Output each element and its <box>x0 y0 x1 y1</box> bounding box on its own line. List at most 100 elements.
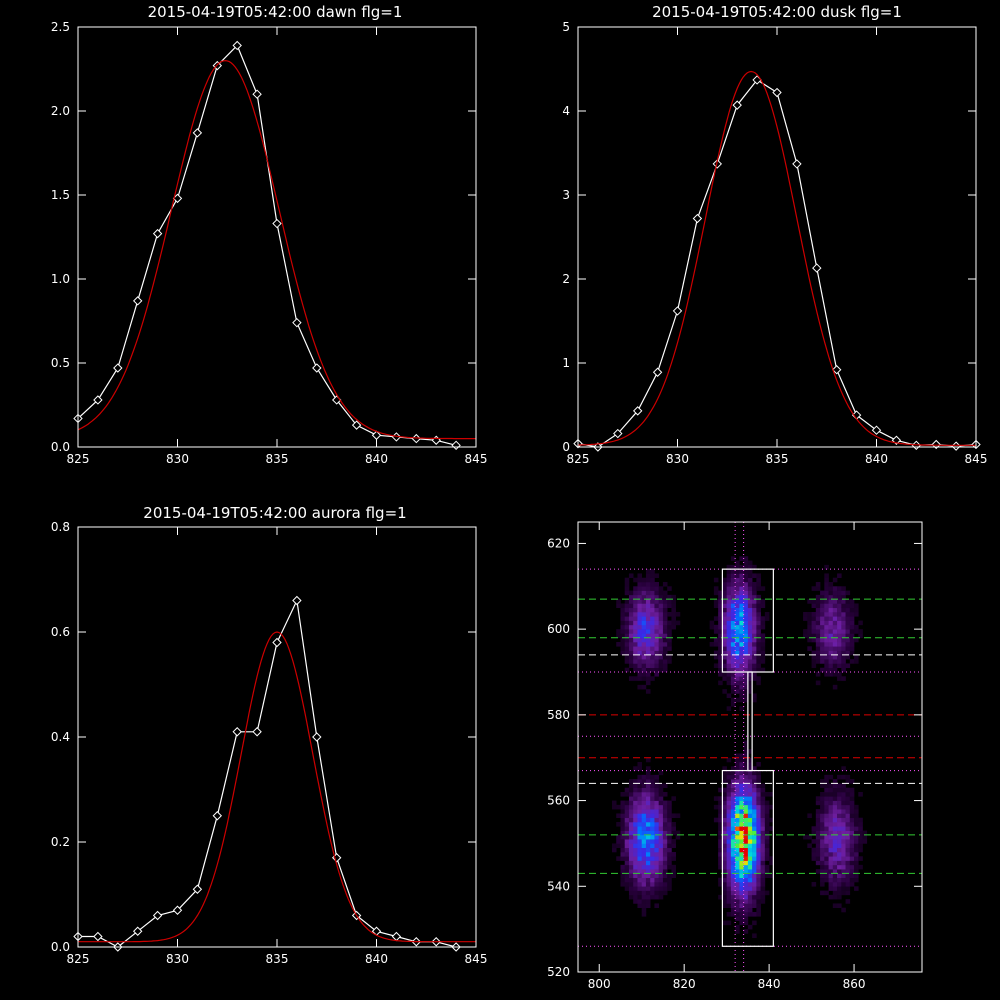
heatmap-cell <box>735 804 740 810</box>
data-point <box>312 732 322 742</box>
heatmap-cell <box>841 856 846 861</box>
heatmap-cell <box>760 817 766 823</box>
heatmap-cell <box>739 753 744 759</box>
heatmap-cell <box>650 650 655 656</box>
heatmap-cell <box>662 654 668 660</box>
heatmap-cell <box>849 612 855 617</box>
heatmap-cell <box>820 830 825 836</box>
heatmap-cell <box>730 582 736 587</box>
heatmap-cell <box>837 573 842 579</box>
heatmap-cell <box>828 637 834 643</box>
heatmap-cell <box>645 680 651 686</box>
heatmap-cell <box>824 667 829 673</box>
heatmap-cell <box>752 890 757 896</box>
heatmap-cell <box>722 869 727 874</box>
heatmap-cell <box>815 796 821 801</box>
heatmap-cell <box>760 864 766 870</box>
heatmap-cell <box>722 882 727 887</box>
y-tick-label: 2.5 <box>51 20 70 34</box>
heatmap-cell <box>645 886 651 891</box>
heatmap-cell <box>645 607 651 613</box>
heatmap-cell <box>645 642 651 647</box>
heatmap-cell <box>718 860 723 866</box>
heatmap-cell <box>637 582 643 587</box>
heatmap-cell <box>650 667 655 673</box>
heatmap-cell <box>667 813 672 819</box>
heatmap-cell <box>722 813 727 819</box>
heatmap-cell <box>637 792 643 797</box>
heatmap-cell <box>671 612 676 617</box>
heatmap-cell <box>624 633 630 639</box>
heatmap-cell <box>752 852 757 857</box>
heatmap-cell <box>743 774 749 780</box>
heatmap-cell <box>862 834 868 840</box>
heatmap-cell <box>756 654 761 660</box>
data-point <box>951 441 961 451</box>
heatmap-cell <box>726 676 732 681</box>
panel-aurora: 2015-04-19T05:42:00 aurora flg=1 825 830 8… <box>51 504 488 966</box>
heatmap-cell <box>752 899 757 904</box>
heatmap-cell <box>658 800 664 806</box>
heatmap-cell <box>747 804 753 810</box>
heatmap-cell <box>743 864 749 870</box>
heatmap-cell <box>841 864 846 870</box>
heatmap-cell <box>837 646 842 651</box>
heatmap-cell <box>854 826 859 831</box>
heatmap-cell <box>824 822 829 827</box>
heatmap-cell <box>650 860 655 866</box>
heatmap-cell <box>628 890 634 896</box>
heatmap-cell <box>671 620 676 626</box>
heatmap-cell <box>671 616 676 621</box>
heatmap-cell <box>735 903 740 909</box>
heatmap-cell <box>654 817 659 823</box>
heatmap-cell <box>739 607 744 613</box>
heatmap-cell <box>641 646 647 651</box>
heatmap-cell <box>633 899 638 904</box>
heatmap-cell <box>815 616 821 621</box>
heatmap-cell <box>832 620 838 626</box>
heatmap-cell <box>837 629 842 634</box>
heatmap-cell <box>726 817 732 823</box>
heatmap-cell <box>837 774 842 780</box>
heatmap-cell <box>854 864 859 870</box>
heatmap-cell <box>713 586 719 591</box>
heatmap-cell <box>633 882 638 887</box>
heatmap-cell <box>743 766 749 771</box>
heatmap-cell <box>764 843 770 849</box>
heatmap-cell <box>832 796 838 801</box>
heatmap-cell <box>726 650 732 656</box>
heatmap-cell <box>747 852 753 857</box>
heatmap-cell <box>739 912 744 917</box>
heatmap-cell <box>637 624 643 630</box>
heatmap-cell <box>735 924 740 930</box>
heatmap-cell <box>849 646 855 651</box>
heatmap-cell <box>650 642 655 647</box>
heatmap-cell <box>633 654 638 660</box>
heatmap-cell <box>841 796 846 801</box>
heatmap-cell <box>658 873 664 879</box>
heatmap-cell <box>747 612 753 617</box>
heatmap-cell <box>820 646 825 651</box>
heatmap-cell <box>722 659 727 664</box>
heatmap-cell <box>837 599 842 604</box>
heatmap-cell <box>641 817 647 823</box>
heatmap-cell <box>837 659 842 664</box>
data-point <box>93 395 103 405</box>
heatmap-cell <box>667 826 672 831</box>
heatmap-cell <box>811 659 817 664</box>
heatmap-cell <box>641 783 647 789</box>
heatmap-cell <box>637 903 643 909</box>
heatmap-cell <box>832 586 838 591</box>
heatmap-cell <box>628 642 634 647</box>
heatmap-cell <box>743 890 749 896</box>
heatmap-cell <box>667 877 672 883</box>
heatmap-cell <box>858 856 863 861</box>
heatmap-cell <box>637 612 643 617</box>
heatmap-cell <box>730 899 736 904</box>
heatmap-cell <box>654 856 659 861</box>
heatmap-cell <box>624 590 630 596</box>
heatmap-cell <box>811 633 817 639</box>
heatmap-cell <box>743 689 749 694</box>
data-point <box>172 905 183 915</box>
heatmap-cell <box>637 796 643 801</box>
